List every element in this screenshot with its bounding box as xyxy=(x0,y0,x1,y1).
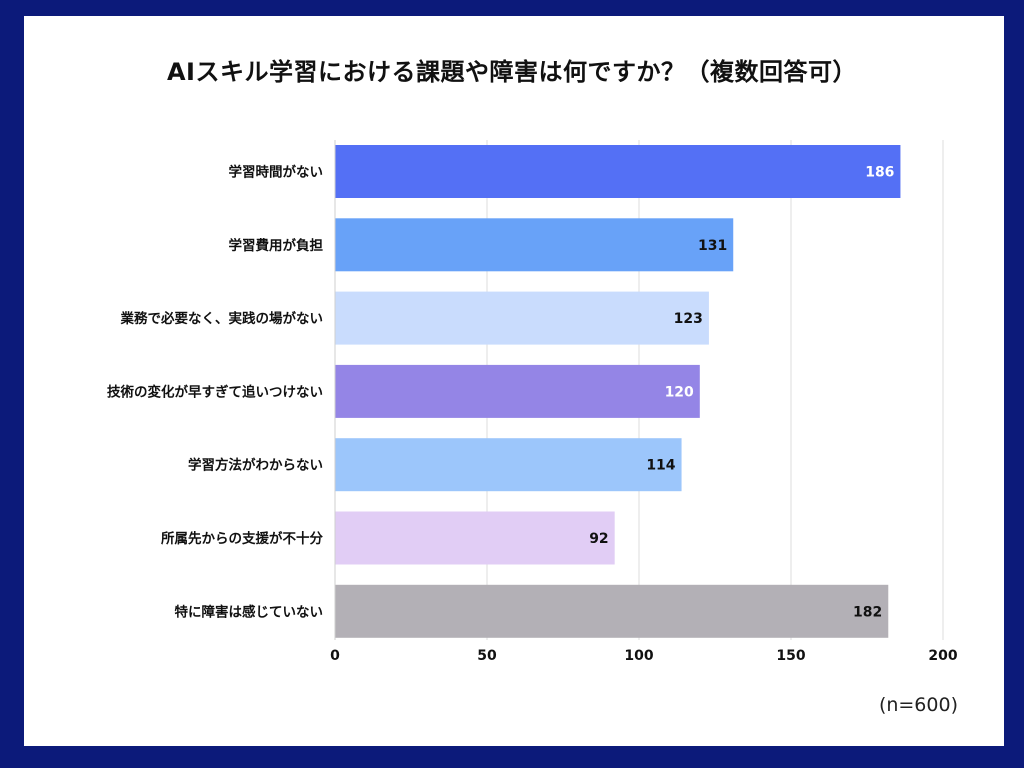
category-label: 学習時間がない xyxy=(229,164,324,181)
value-label: 114 xyxy=(646,458,675,474)
category-label: 特に障害は感じていない xyxy=(175,603,324,620)
bar xyxy=(335,145,901,198)
value-label: 182 xyxy=(853,604,882,620)
bar xyxy=(335,584,889,638)
chart-title: AIスキル学習における課題や障害は何ですか？（複数回答可） xyxy=(166,58,857,86)
x-tick-label: 50 xyxy=(477,648,497,664)
bar xyxy=(335,511,615,565)
category-label: 業務で必要なく、実践の場がない xyxy=(120,310,324,327)
x-tick-label: 150 xyxy=(776,648,805,664)
value-label: 92 xyxy=(589,531,608,547)
x-tick-label: 0 xyxy=(330,648,340,664)
category-label: 学習費用が負担 xyxy=(229,237,324,254)
category-label: 技術の変化が早すぎて追いつけない xyxy=(107,383,323,400)
value-label: 120 xyxy=(665,384,694,400)
value-label: 186 xyxy=(865,165,894,181)
category-label: 学習方法がわからない xyxy=(188,457,323,474)
x-tick-label: 100 xyxy=(624,648,653,664)
bar xyxy=(335,438,682,492)
category-label: 所属先からの支援が不十分 xyxy=(161,530,323,547)
value-label: 123 xyxy=(674,311,703,327)
x-tick-label: 200 xyxy=(928,648,957,664)
bar xyxy=(335,291,709,345)
sample-size-note: (n=600) xyxy=(878,694,958,716)
bar xyxy=(335,364,700,418)
value-label: 131 xyxy=(698,238,727,254)
bar xyxy=(335,218,734,272)
